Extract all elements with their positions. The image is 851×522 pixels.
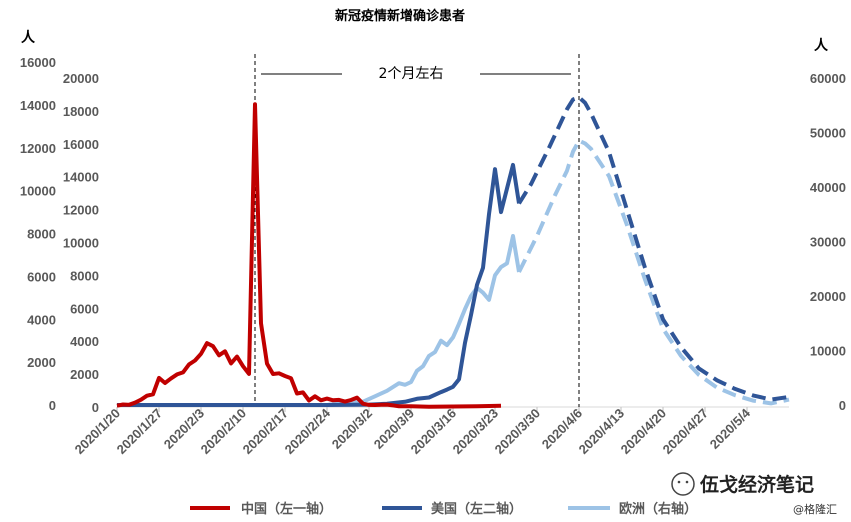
y-tick-left1: 14000 — [63, 170, 99, 185]
y-tick-right: 40000 — [810, 180, 846, 195]
chart-title: 新冠疫情新增确诊患者 — [335, 8, 465, 24]
y-tick-left1: 10000 — [63, 236, 99, 251]
y-tick-left1: 0 — [92, 400, 99, 415]
watermark: 伍戈经济笔记 @格隆汇 — [671, 472, 837, 516]
x-tick-label: 2020/3/2 — [329, 406, 375, 452]
annotation-label: 2个月左右 — [379, 66, 444, 82]
y-tick-left1: 4000 — [70, 334, 99, 349]
series-group — [116, 95, 790, 409]
y-tick-left1: 20000 — [63, 71, 99, 86]
x-tick-label: 2020/3/30 — [492, 406, 544, 458]
y-tick-left1: 2000 — [70, 367, 99, 382]
legend-label-china: 中国（左一轴） — [241, 501, 332, 517]
x-tick-label: 2020/5/4 — [707, 405, 754, 452]
y-tick-right: 0 — [839, 398, 846, 413]
legend-label-europe: 欧洲（右轴） — [619, 501, 697, 517]
y-tick-left1: 12000 — [63, 203, 99, 218]
y-tick-left2: 2000 — [27, 355, 56, 370]
x-tick-label: 2020/4/27 — [660, 406, 712, 458]
y-tick-left1: 8000 — [70, 268, 99, 283]
y-tick-right: 60000 — [810, 71, 846, 86]
right-axis-unit: 人 — [814, 37, 829, 54]
y-tick-right: 50000 — [810, 126, 846, 141]
left-axis-unit: 人 — [21, 29, 36, 46]
y-tick-left2: 8000 — [27, 227, 56, 242]
legend-label-usa: 美国（左二轴） — [431, 501, 522, 517]
series-line — [517, 138, 790, 406]
y-tick-right: 10000 — [810, 344, 846, 359]
reference-lines — [254, 54, 580, 407]
y-tick-left2: 0 — [49, 398, 56, 413]
legend: 中国（左一轴） 美国（左二轴） 欧洲（右轴） — [190, 501, 697, 517]
series-line — [117, 162, 521, 407]
y-tick-left1: 16000 — [63, 137, 99, 152]
series-line — [117, 234, 521, 407]
wechat-icon — [671, 472, 695, 496]
series-line — [116, 102, 502, 409]
y-tick-right: 20000 — [810, 289, 846, 304]
series-line — [517, 95, 790, 402]
watermark-source: @格隆汇 — [793, 502, 837, 516]
y-tick-left2: 16000 — [20, 55, 56, 70]
y-tick-left2: 14000 — [20, 98, 56, 113]
y-tick-right: 30000 — [810, 235, 846, 250]
y-tick-left2: 12000 — [20, 141, 56, 156]
x-tick-label: 2020/2/24 — [282, 405, 334, 457]
y-tick-left2: 4000 — [27, 312, 56, 327]
watermark-text: 伍戈经济笔记 — [699, 473, 814, 496]
y-tick-left1: 18000 — [63, 104, 99, 119]
y-tick-left1: 6000 — [70, 301, 99, 316]
y-tick-left2: 10000 — [20, 184, 56, 199]
axis-ticks: 0 2000 4000 6000 8000 10000 12000 14000 16000 0 20… — [20, 55, 846, 415]
y-tick-left2: 6000 — [27, 269, 56, 284]
x-tick-label: 2020/1/27 — [114, 406, 166, 458]
x-tick-labels: 2020/1/202020/1/272020/2/32020/2/102020/… — [72, 405, 754, 457]
